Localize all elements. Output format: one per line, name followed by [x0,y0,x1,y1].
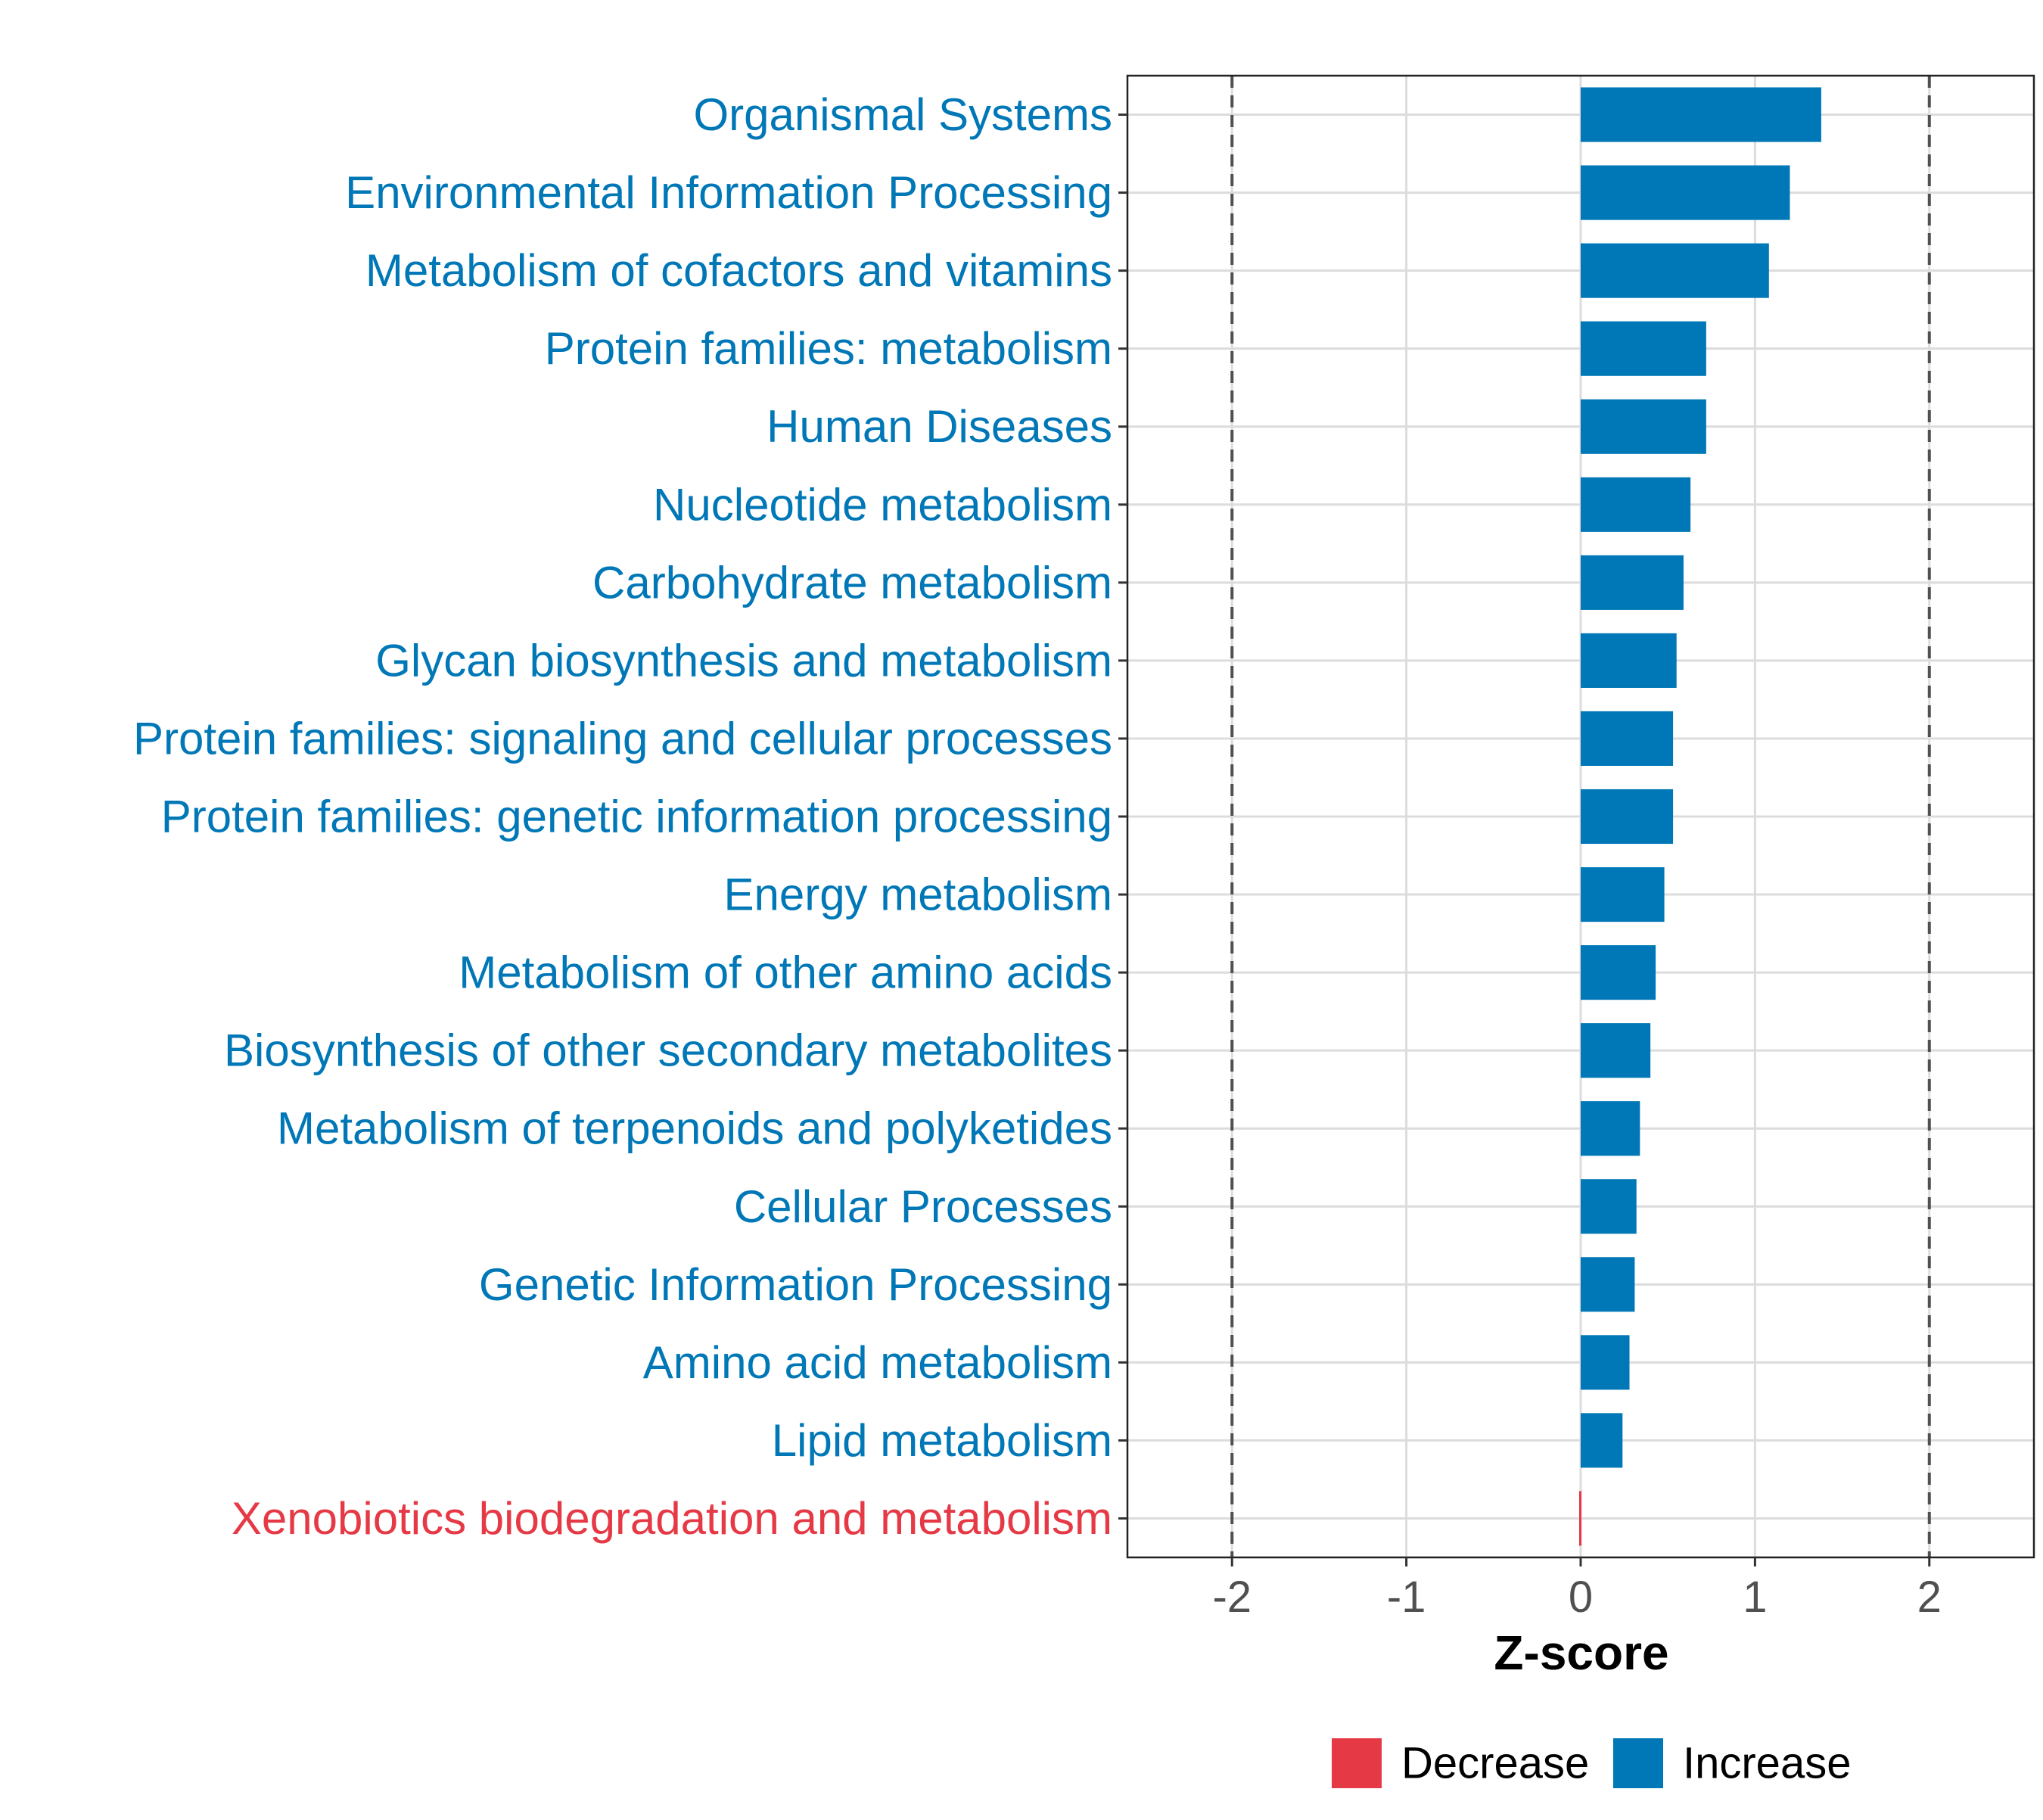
bar [1581,633,1677,688]
bar [1581,477,1691,532]
y-axis-category-label: Organismal Systems [694,89,1112,140]
x-axis-tick-label: 1 [1743,1573,1767,1622]
y-axis-category-label: Metabolism of other amino acids [459,947,1112,998]
y-axis-category-label: Xenobiotics biodegradation and metabolis… [232,1493,1112,1544]
y-axis-category-label: Biosynthesis of other secondary metaboli… [224,1025,1112,1076]
y-axis-category-label: Glycan biosynthesis and metabolism [375,635,1112,686]
y-axis-category-label: Metabolism of cofactors and vitamins [365,245,1112,296]
y-axis-category-label: Metabolism of terpenoids and polyketides [277,1103,1112,1154]
bar [1581,1101,1640,1156]
y-axis-category-label: Environmental Information Processing [345,167,1112,218]
y-axis-category-label: Cellular Processes [734,1181,1112,1232]
bar [1581,87,1821,142]
bar [1581,1335,1630,1390]
y-axis-category-label: Nucleotide metabolism [653,479,1112,530]
bar [1581,321,1706,376]
bar [1581,866,1665,922]
y-axis-category-label: Carbohydrate metabolism [592,557,1112,608]
bar [1581,711,1674,767]
y-axis-category-label: Protein families: metabolism [545,323,1112,374]
bar [1581,243,1769,298]
y-axis-category-label: Protein families: genetic information pr… [161,792,1112,842]
x-axis-tick-label: -2 [1212,1573,1252,1622]
x-axis-title: Z-score [1494,1626,1668,1680]
bar [1581,165,1790,220]
y-axis-category-label: Human Diseases [767,401,1112,452]
reference-lines [1230,76,1931,1557]
bar [1581,1413,1623,1468]
bar [1581,1257,1635,1312]
bar [1581,399,1706,454]
y-axis-category-label: Energy metabolism [723,870,1112,920]
y-axis-labels: Organismal Systems Environmental Informat… [133,89,1112,1544]
legend-label: Increase [1683,1739,1851,1788]
x-axis-ticks [1230,1557,1931,1566]
x-axis-tick-label: -1 [1387,1573,1426,1622]
legend-label: Decrease [1401,1739,1589,1788]
legend: Decrease Increase [1332,1738,1851,1788]
legend-swatch [1332,1738,1382,1788]
bar [1581,789,1674,845]
bar [1581,1179,1637,1234]
bar [1579,1491,1581,1546]
x-axis-tick-label: 0 [1569,1573,1593,1622]
bar [1581,1023,1651,1078]
bar [1581,945,1656,1000]
bars [1579,87,1821,1546]
bar [1581,555,1684,610]
y-axis-ticks [1118,114,1127,1520]
legend-swatch [1613,1738,1663,1788]
x-axis-tick-label: 2 [1917,1573,1942,1622]
y-axis-category-label: Lipid metabolism [772,1415,1112,1466]
y-axis-category-label: Genetic Information Processing [479,1259,1112,1310]
y-axis-category-label: Protein families: signaling and cellular… [133,713,1112,764]
x-axis-tick-labels: -2 -1 0 1 2 [1212,1573,1941,1622]
y-axis-category-label: Amino acid metabolism [643,1337,1112,1388]
